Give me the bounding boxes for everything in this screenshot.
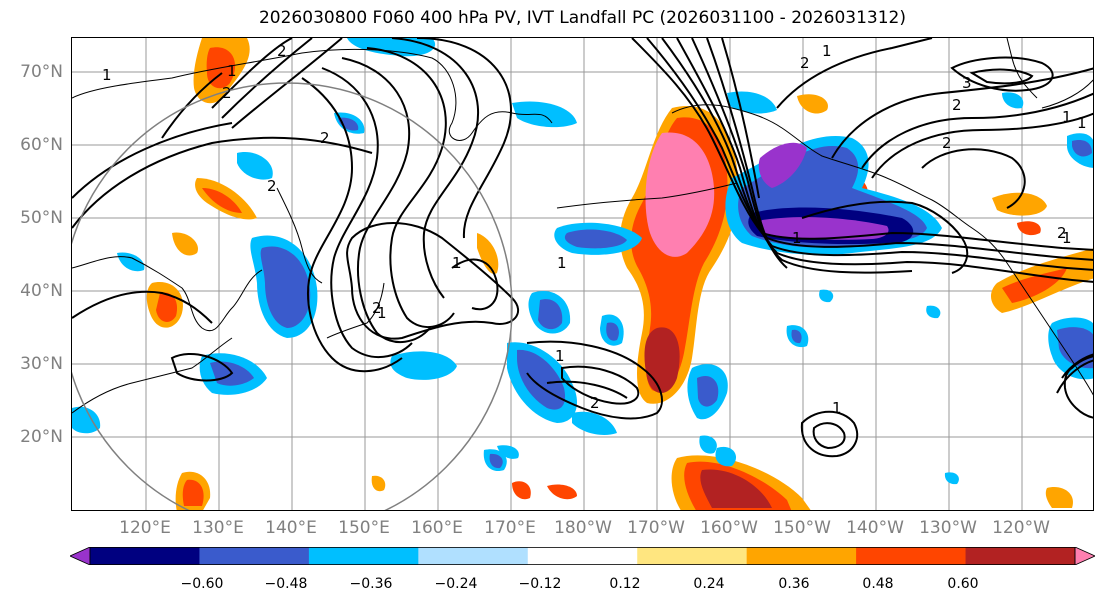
- colorbar-segment: [90, 547, 200, 565]
- colorbar-tick-label: −0.60: [180, 576, 224, 592]
- contour-label: 1: [832, 399, 842, 417]
- contour-label: 1: [555, 347, 565, 365]
- lat-label-30n: 30°N: [20, 354, 63, 374]
- colorbar: [70, 547, 1095, 565]
- landfall-radius-circle: [72, 82, 513, 510]
- contour-label: 2: [952, 96, 962, 114]
- coastlines: [72, 38, 1093, 414]
- lon-label-140w: 140°W: [846, 518, 904, 538]
- pv-negative-fills: [72, 38, 1093, 485]
- contour-label: 1: [377, 304, 387, 322]
- lon-label-140e: 140°E: [265, 518, 317, 538]
- colorbar-tick-label: 0.12: [609, 576, 641, 592]
- colorbar-tick-label: −0.36: [349, 576, 393, 592]
- contour-label: 1: [1077, 114, 1087, 132]
- lat-label-70n: 70°N: [20, 62, 63, 82]
- map-canvas: 1 2 1 2 1 2 1 2 2 1 2 3 2 1 1 2 1 1 2 1 …: [72, 38, 1093, 510]
- contour-label: 2: [1057, 224, 1067, 242]
- contour-label: 1: [792, 229, 802, 247]
- contour-label: 3: [962, 74, 972, 92]
- lon-label-130w: 130°W: [919, 518, 977, 538]
- contour-label: 2: [372, 299, 382, 317]
- lon-label-160w: 160°W: [700, 518, 758, 538]
- lat-label-40n: 40°N: [20, 281, 63, 301]
- colorbar-tick-label: −0.24: [434, 576, 478, 592]
- gridlines: [72, 38, 1093, 510]
- map-panel: 1 2 1 2 1 2 1 2 2 1 2 3 2 1 1 2 1 1 2 1 …: [71, 37, 1094, 511]
- lon-label-150e: 150°E: [338, 518, 390, 538]
- lon-label-170w: 170°W: [627, 518, 685, 538]
- lat-label-50n: 50°N: [20, 208, 63, 228]
- contour-label: 2: [800, 54, 810, 72]
- colorbar-segment: [637, 547, 748, 565]
- colorbar-segment: [527, 547, 638, 565]
- contour-label: 2: [267, 177, 277, 195]
- lat-label-20n: 20°N: [20, 427, 63, 447]
- contour-label: 2: [277, 42, 287, 60]
- colorbar-segment: [856, 547, 967, 565]
- colorbar-segment: [746, 547, 857, 565]
- lon-label-160e: 160°E: [411, 518, 463, 538]
- colorbar-extend-max: [1074, 547, 1095, 565]
- lon-label-120w: 120°W: [992, 518, 1050, 538]
- colorbar-segment: [418, 547, 529, 565]
- pv-positive-fills: [146, 38, 1093, 510]
- lat-label-60n: 60°N: [20, 135, 63, 155]
- map-title: 2026030800 F060 400 hPa PV, IVT Landfall…: [258, 8, 906, 28]
- colorbar-tick-label: 0.36: [778, 576, 810, 592]
- contour-label: 1: [102, 66, 112, 84]
- colorbar-border: [89, 547, 1076, 565]
- contour-label: 1: [822, 42, 832, 60]
- colorbar-tick-label: 0.24: [693, 576, 725, 592]
- lon-label-120e: 120°E: [119, 518, 171, 538]
- colorbar-tick-label: 0.60: [947, 576, 979, 592]
- contour-label: 1: [227, 62, 237, 80]
- contour-label: 1: [452, 254, 462, 272]
- lon-label-150w: 150°W: [773, 518, 831, 538]
- contour-label: 1: [557, 254, 567, 272]
- contour-label: 2: [942, 134, 952, 152]
- lon-label-180w: 180°W: [554, 518, 612, 538]
- contour-label: 2: [222, 84, 232, 102]
- colorbar-segment: [308, 547, 419, 565]
- contour-label: 1: [1062, 108, 1072, 126]
- colorbar-tick-label: −0.48: [264, 576, 308, 592]
- colorbar-tick-label: −0.12: [518, 576, 562, 592]
- colorbar-segment: [199, 547, 310, 565]
- lon-label-170e: 170°E: [484, 518, 536, 538]
- colorbar-extend-min: [70, 547, 91, 565]
- contour-label: 2: [320, 129, 330, 147]
- colorbar-segment: [965, 547, 1076, 565]
- lon-label-130e: 130°E: [192, 518, 244, 538]
- contour-labels: 1 2 1 2 1 2 1 2 2 1 2 3 2 1 1 2 1 1 2 1 …: [102, 42, 1087, 417]
- contour-label: 1: [1062, 229, 1072, 247]
- ivt-contours: [72, 38, 1093, 458]
- colorbar-tick-label: 0.48: [862, 576, 894, 592]
- contour-label: 2: [590, 394, 600, 412]
